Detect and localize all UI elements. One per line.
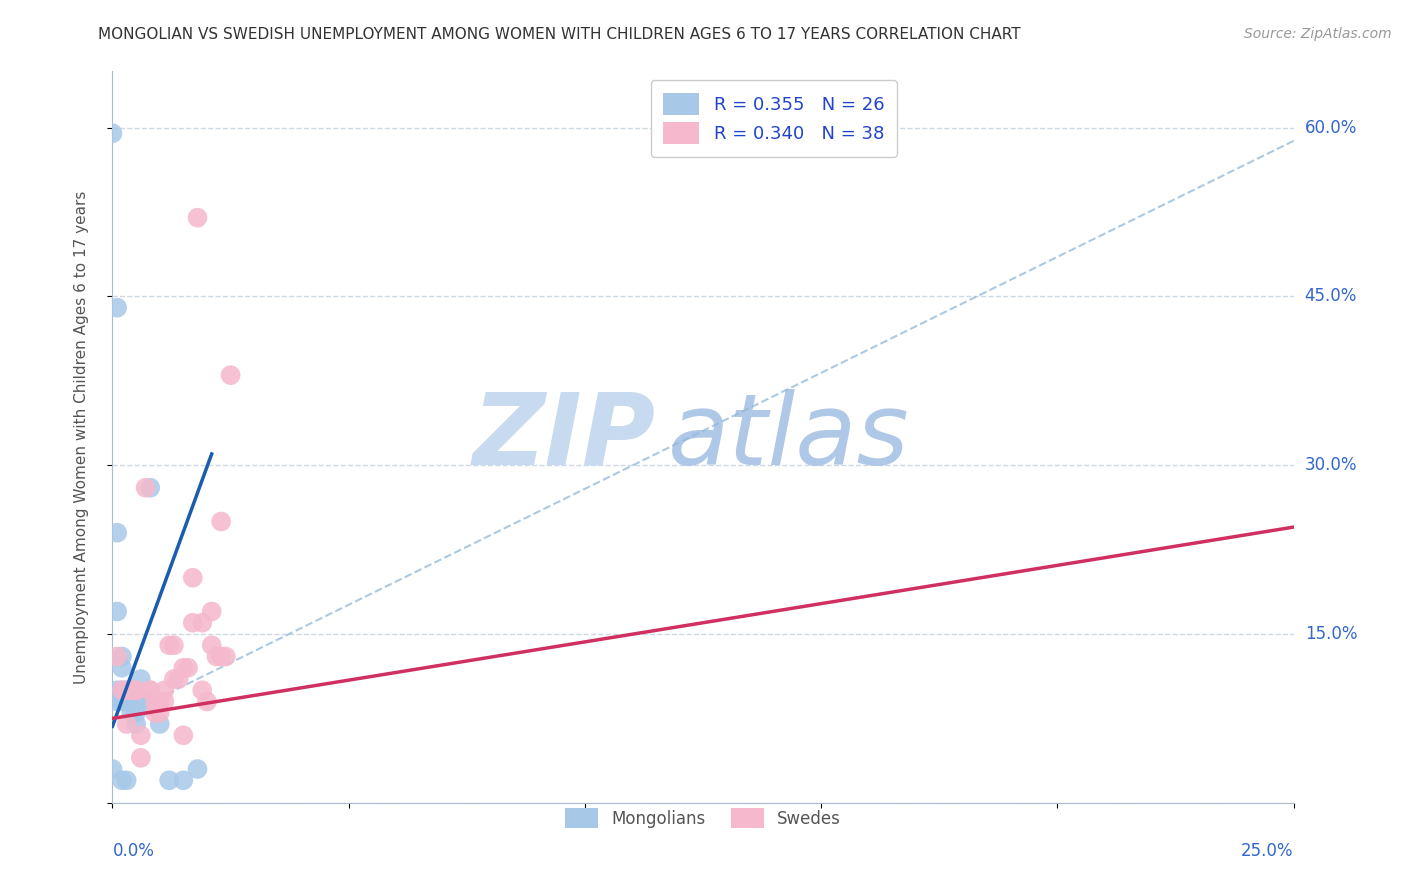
Text: 25.0%: 25.0%	[1241, 842, 1294, 860]
Point	[105, 683, 128, 698]
Point	[201, 638, 224, 652]
Text: 15.0%: 15.0%	[1305, 625, 1357, 643]
Point	[125, 717, 148, 731]
Point	[181, 571, 204, 585]
Point	[139, 481, 162, 495]
Point	[115, 683, 138, 698]
Y-axis label: Unemployment Among Women with Children Ages 6 to 17 years: Unemployment Among Women with Children A…	[75, 190, 89, 684]
Point	[120, 683, 142, 698]
Point	[149, 694, 172, 708]
Point	[105, 525, 128, 540]
Text: atlas: atlas	[668, 389, 910, 485]
Text: 0.0%: 0.0%	[112, 842, 155, 860]
Point	[129, 694, 152, 708]
Point	[125, 706, 148, 720]
Point	[120, 706, 142, 720]
Point	[129, 751, 152, 765]
Point	[111, 773, 134, 788]
Point	[135, 481, 157, 495]
Point	[209, 515, 232, 529]
Point	[125, 683, 148, 698]
Point	[153, 694, 176, 708]
Point	[215, 649, 238, 664]
Point	[105, 649, 128, 664]
Point	[157, 773, 180, 788]
Point	[172, 728, 194, 742]
Point	[105, 301, 128, 315]
Point	[105, 605, 128, 619]
Point	[105, 694, 128, 708]
Point	[186, 762, 208, 776]
Point	[163, 638, 186, 652]
Point	[143, 694, 166, 708]
Text: 45.0%: 45.0%	[1305, 287, 1357, 305]
Point	[115, 694, 138, 708]
Point	[201, 605, 224, 619]
Point	[205, 649, 228, 664]
Point	[101, 126, 124, 140]
Point	[125, 683, 148, 698]
Point	[219, 368, 242, 383]
Point	[149, 706, 172, 720]
Point	[111, 683, 134, 698]
Point	[157, 638, 180, 652]
Point	[191, 615, 214, 630]
Text: 60.0%: 60.0%	[1305, 119, 1357, 136]
Text: MONGOLIAN VS SWEDISH UNEMPLOYMENT AMONG WOMEN WITH CHILDREN AGES 6 TO 17 YEARS C: MONGOLIAN VS SWEDISH UNEMPLOYMENT AMONG …	[98, 27, 1021, 42]
Point	[139, 683, 162, 698]
Point	[186, 211, 208, 225]
Point	[172, 661, 194, 675]
Point	[153, 683, 176, 698]
Point	[115, 683, 138, 698]
Legend: Mongolians, Swedes: Mongolians, Swedes	[555, 798, 851, 838]
Point	[115, 717, 138, 731]
Text: Source: ZipAtlas.com: Source: ZipAtlas.com	[1244, 27, 1392, 41]
Point	[111, 649, 134, 664]
Point	[163, 672, 186, 686]
Point	[149, 717, 172, 731]
Point	[129, 728, 152, 742]
Point	[111, 683, 134, 698]
Point	[209, 649, 232, 664]
Text: 30.0%: 30.0%	[1305, 456, 1357, 475]
Point	[181, 615, 204, 630]
Point	[101, 762, 124, 776]
Point	[111, 694, 134, 708]
Point	[135, 694, 157, 708]
Point	[143, 706, 166, 720]
Point	[195, 694, 218, 708]
Point	[172, 773, 194, 788]
Point	[177, 661, 200, 675]
Point	[139, 683, 162, 698]
Point	[191, 683, 214, 698]
Point	[167, 672, 190, 686]
Text: ZIP: ZIP	[472, 389, 655, 485]
Point	[111, 661, 134, 675]
Point	[129, 672, 152, 686]
Point	[115, 773, 138, 788]
